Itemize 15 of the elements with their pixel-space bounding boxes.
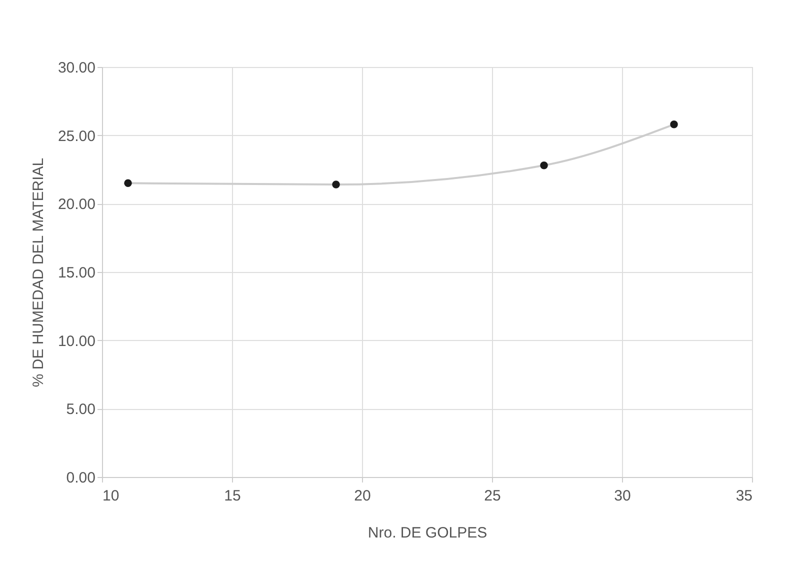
x-tick-label: 20 bbox=[354, 488, 371, 504]
x-tick-label: 30 bbox=[614, 488, 631, 504]
y-tick-label: 30.00 bbox=[58, 60, 96, 76]
x-tick-label: 35 bbox=[736, 488, 752, 504]
x-tick-label: 15 bbox=[224, 488, 241, 504]
y-tick-label: 0.00 bbox=[66, 470, 96, 486]
y-axis-title: % DE HUMEDAD DEL MATERIAL bbox=[30, 158, 47, 388]
y-tick-label: 15.00 bbox=[58, 264, 96, 282]
x-tick-label: 25 bbox=[484, 488, 501, 504]
y-tick-label: 5.00 bbox=[66, 401, 96, 418]
y-tick-label: 10.00 bbox=[58, 332, 96, 350]
y-tick-label: 20.00 bbox=[58, 196, 96, 214]
x-tick-label: 10 bbox=[102, 488, 120, 504]
y-tick-label: 25.00 bbox=[58, 128, 96, 145]
x-axis-title: Nro. DE GOLPES bbox=[368, 524, 488, 542]
